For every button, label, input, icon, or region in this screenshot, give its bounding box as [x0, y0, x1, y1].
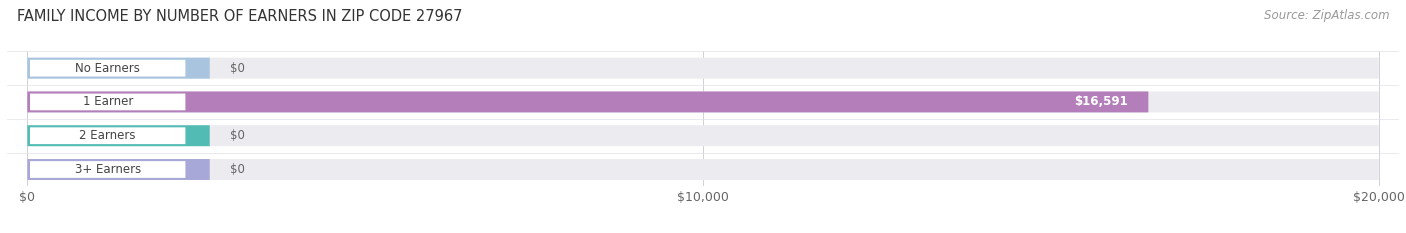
FancyBboxPatch shape [27, 58, 209, 79]
Text: $0: $0 [231, 163, 245, 176]
Text: 2 Earners: 2 Earners [80, 129, 136, 142]
Text: 3+ Earners: 3+ Earners [75, 163, 141, 176]
FancyBboxPatch shape [27, 92, 1149, 112]
Text: $16,591: $16,591 [1074, 96, 1128, 108]
Text: Source: ZipAtlas.com: Source: ZipAtlas.com [1264, 9, 1389, 22]
FancyBboxPatch shape [30, 161, 186, 178]
Text: 1 Earner: 1 Earner [83, 96, 134, 108]
Text: No Earners: No Earners [76, 62, 141, 75]
FancyBboxPatch shape [30, 94, 186, 110]
Text: $0: $0 [231, 62, 245, 75]
Text: $0: $0 [231, 129, 245, 142]
FancyBboxPatch shape [27, 92, 1379, 112]
FancyBboxPatch shape [30, 127, 186, 144]
FancyBboxPatch shape [27, 159, 1379, 180]
Text: FAMILY INCOME BY NUMBER OF EARNERS IN ZIP CODE 27967: FAMILY INCOME BY NUMBER OF EARNERS IN ZI… [17, 9, 463, 24]
FancyBboxPatch shape [27, 125, 209, 146]
FancyBboxPatch shape [27, 58, 1379, 79]
FancyBboxPatch shape [30, 60, 186, 76]
FancyBboxPatch shape [27, 125, 1379, 146]
FancyBboxPatch shape [27, 159, 209, 180]
